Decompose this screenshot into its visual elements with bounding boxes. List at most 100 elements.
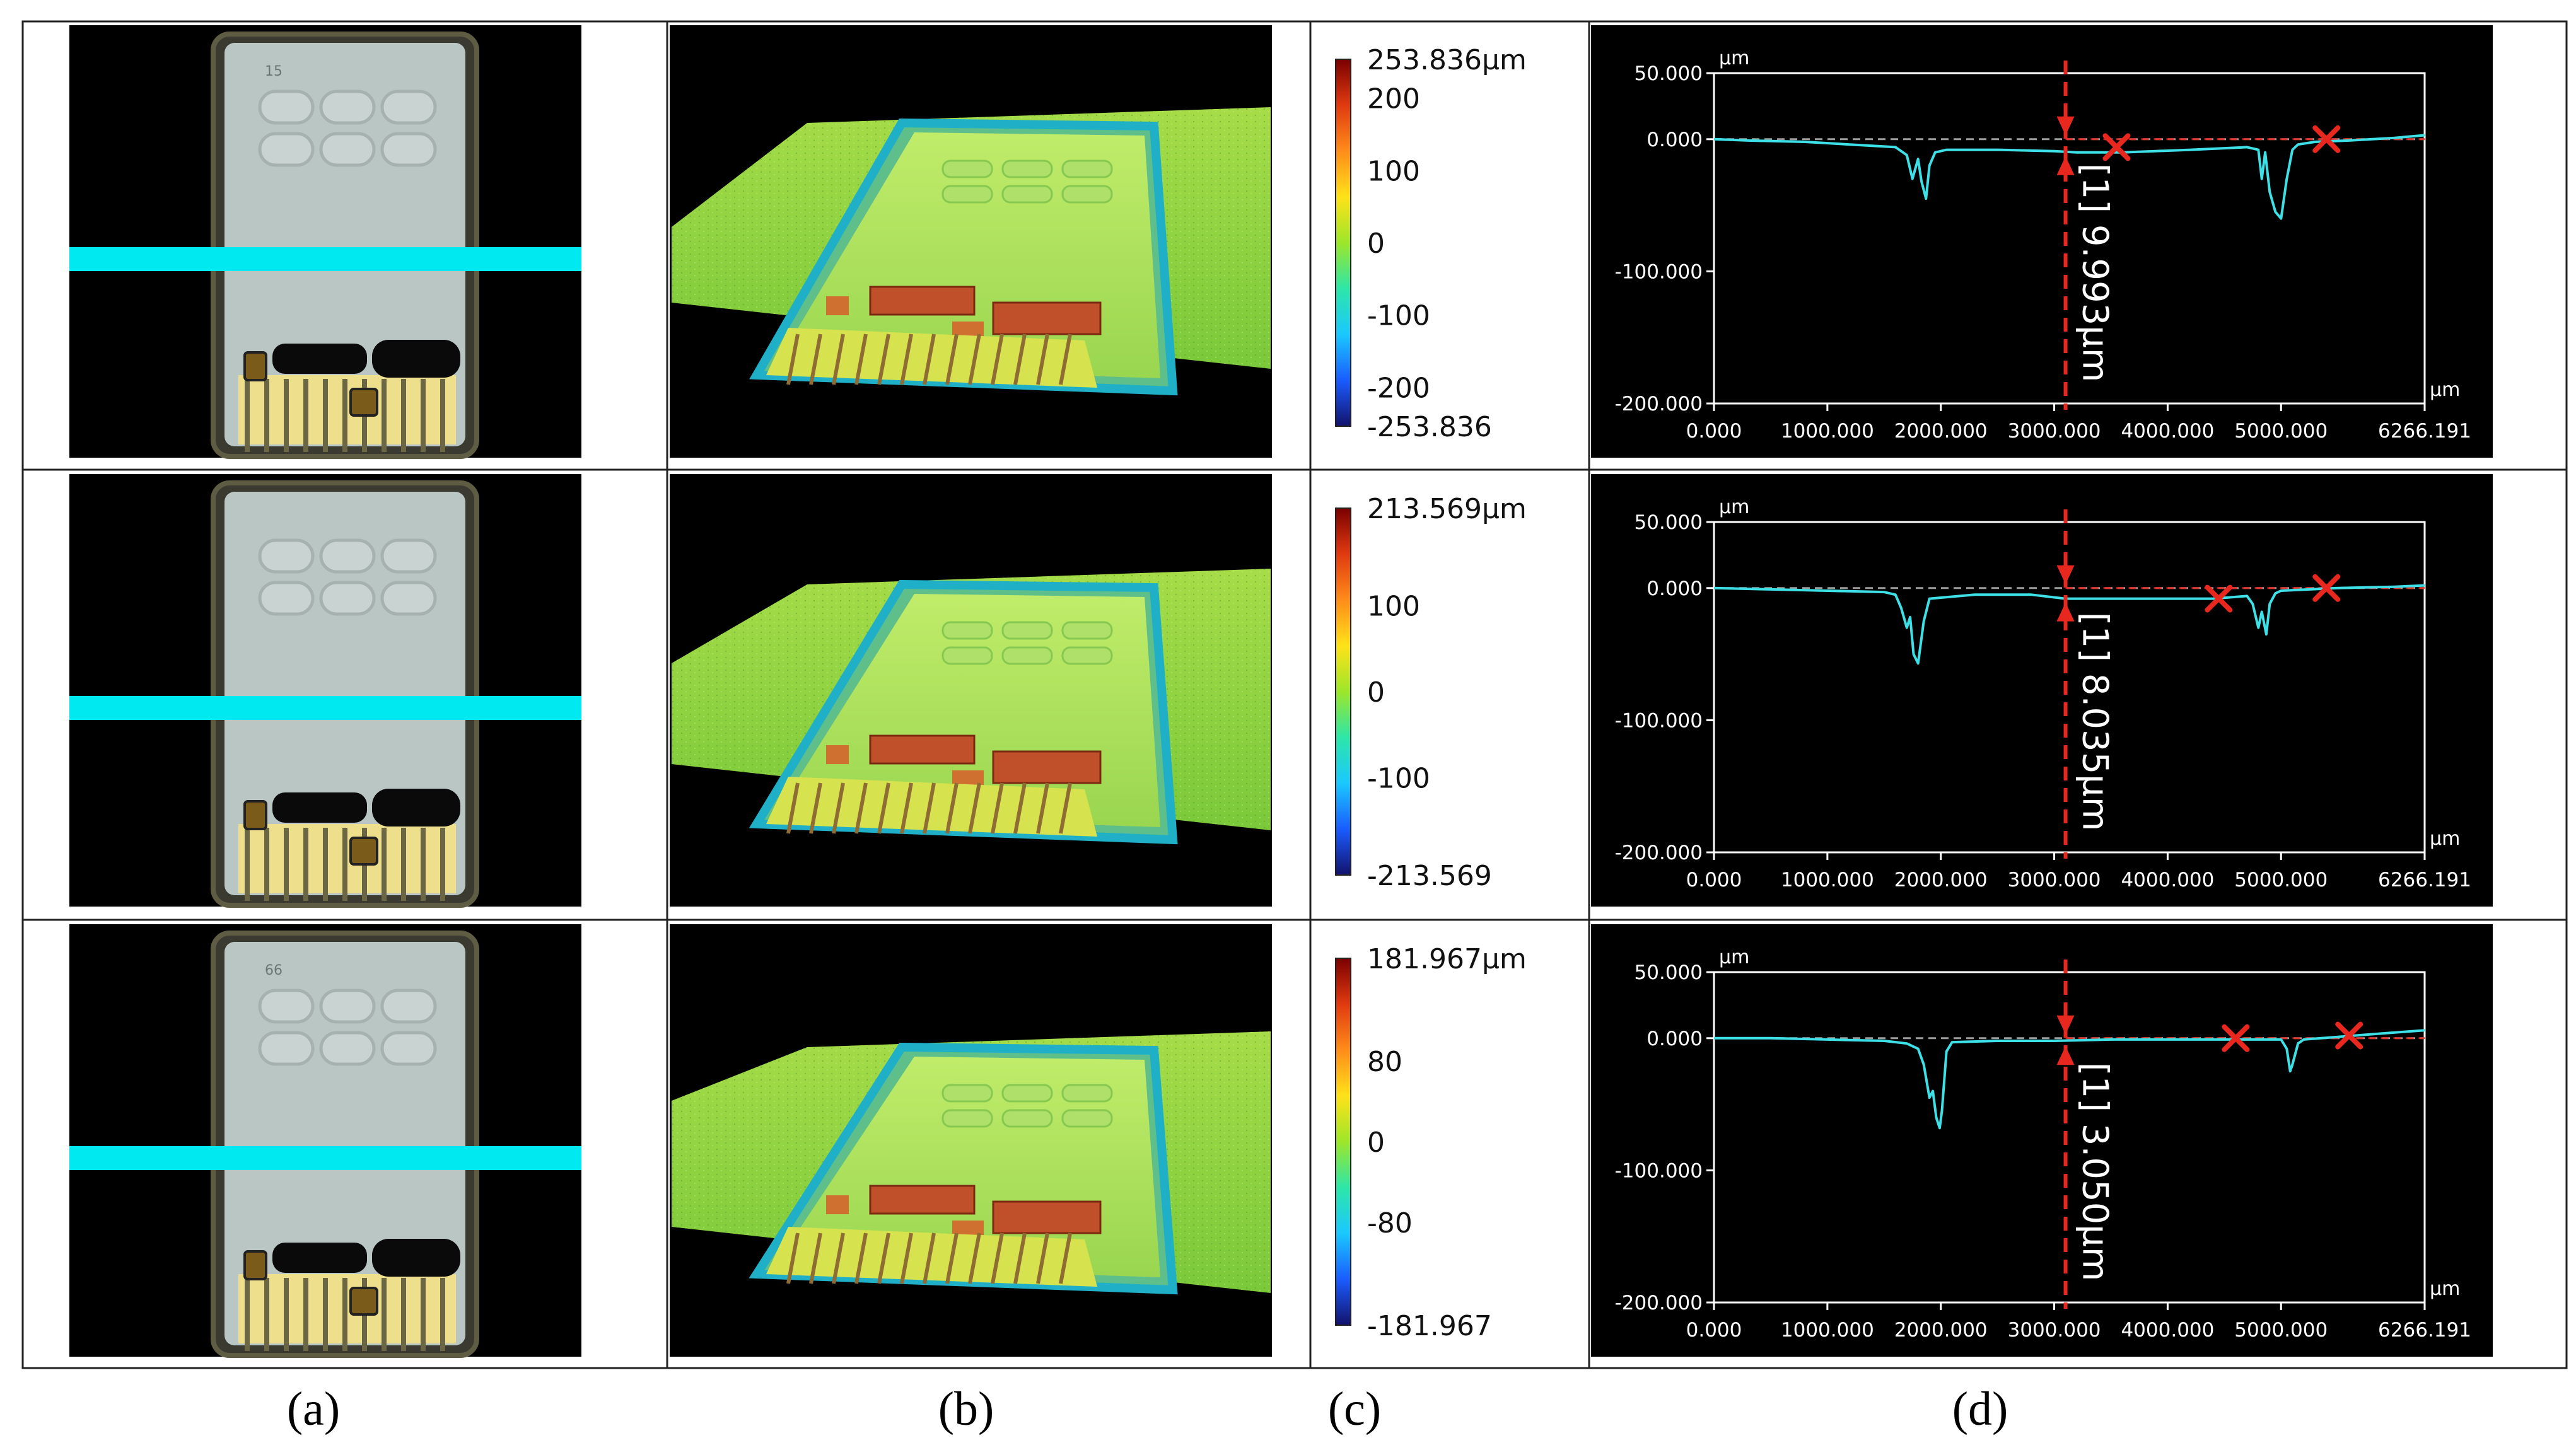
measurement-arrow-up bbox=[2056, 602, 2075, 622]
electrode-trace bbox=[264, 1278, 269, 1351]
y-tick-label: -200.000 bbox=[1615, 1292, 1703, 1314]
measurement-arrow-down bbox=[2056, 565, 2075, 584]
render-electrode-trace bbox=[877, 1232, 890, 1284]
render-electrode-trace bbox=[877, 334, 890, 385]
electrode-trace bbox=[421, 828, 426, 901]
render-electrode-trace bbox=[923, 334, 936, 385]
chip-well bbox=[319, 1031, 376, 1066]
render-electrode-trace bbox=[1036, 1232, 1049, 1284]
scan-line-bar bbox=[69, 247, 581, 271]
profile-background bbox=[1591, 474, 2493, 907]
render-electrode-trace bbox=[900, 334, 913, 385]
render-panel-row-2 bbox=[670, 474, 1272, 907]
render-well bbox=[1001, 185, 1053, 204]
render-electrode-trace bbox=[1013, 782, 1027, 834]
chip-well bbox=[258, 538, 315, 574]
render-electrode-trace bbox=[900, 1232, 913, 1284]
chip-well bbox=[319, 989, 376, 1024]
measurement-arrow-up bbox=[2056, 156, 2075, 175]
electrode-trace bbox=[342, 379, 347, 452]
y-tick-label: 0.000 bbox=[1646, 1028, 1703, 1050]
measurement-arrow-down bbox=[2056, 1015, 2075, 1035]
render-electrode-trace bbox=[786, 782, 800, 834]
render-panel-row-3 bbox=[670, 924, 1272, 1357]
electrode-trace bbox=[440, 1278, 445, 1351]
render-well bbox=[941, 1084, 993, 1103]
x-unit-label: µm bbox=[2430, 1278, 2460, 1300]
render-electrode-trace bbox=[968, 782, 981, 834]
electrode-trace bbox=[382, 1278, 387, 1351]
chip-well bbox=[258, 90, 315, 125]
render-electrode-area bbox=[766, 328, 1097, 388]
electrode-trace bbox=[284, 379, 289, 452]
component-left bbox=[243, 1250, 267, 1280]
electrode-trace bbox=[264, 828, 269, 901]
electrode-trace bbox=[303, 379, 308, 452]
x-tick-label: 6266.191 bbox=[2378, 420, 2471, 443]
colorbar-max-label: 253.836µm bbox=[1367, 44, 1527, 76]
y-unit-label: µm bbox=[1719, 496, 1749, 518]
measurement-label: [1] 8.035µm bbox=[2075, 612, 2116, 832]
y-unit-label: µm bbox=[1719, 47, 1749, 69]
y-tick-label: 0.000 bbox=[1646, 577, 1703, 600]
render-well bbox=[1061, 621, 1113, 640]
colorbar-tick-label: 100 bbox=[1367, 591, 1420, 623]
electrode-trace bbox=[245, 379, 250, 452]
profile-background bbox=[1591, 924, 2493, 1357]
raised-component bbox=[992, 750, 1102, 784]
render-electrode-trace bbox=[945, 1232, 959, 1284]
chip-well bbox=[380, 538, 437, 574]
cursor-x-marker bbox=[2312, 125, 2341, 153]
x-tick-label: 6266.191 bbox=[2378, 1319, 2471, 1342]
colorbar-tick-label: -100 bbox=[1367, 762, 1430, 794]
plot-frame bbox=[1713, 72, 2426, 405]
render-well bbox=[1061, 160, 1113, 178]
render-well bbox=[941, 185, 993, 204]
measurement-label: [1] 9.993µm bbox=[2075, 163, 2116, 383]
render-electrode-trace bbox=[832, 1232, 845, 1284]
render-well bbox=[941, 621, 993, 640]
render-electrode-area bbox=[766, 777, 1097, 837]
profile-chart-row-3: µm µm 50.000 0.000 -100.000 -200.000 0.000 1000… bbox=[1591, 924, 2493, 1357]
electrode-trace bbox=[245, 828, 250, 901]
solder-blob bbox=[272, 344, 367, 374]
render-well bbox=[1061, 1084, 1113, 1103]
raised-component bbox=[826, 745, 849, 764]
colorbar-tick-label: 200 bbox=[1367, 83, 1420, 115]
render-well bbox=[1001, 1084, 1053, 1103]
chip-well bbox=[258, 989, 315, 1024]
electrode-trace bbox=[284, 1278, 289, 1351]
colorbar-tick-label: 0 bbox=[1367, 228, 1385, 260]
render-well bbox=[1001, 1109, 1053, 1128]
x-tick-label: 5000.000 bbox=[2234, 1319, 2328, 1342]
electrode-trace bbox=[382, 379, 387, 452]
y-tick-label: 50.000 bbox=[1635, 961, 1703, 984]
electrode-trace bbox=[342, 828, 347, 901]
profile-chart-row-2: µm µm 50.000 0.000 -100.000 -200.000 0.000 1000… bbox=[1591, 474, 2493, 907]
chip-well bbox=[258, 581, 315, 616]
render-well bbox=[1061, 1109, 1113, 1128]
render-well bbox=[1001, 160, 1053, 178]
render-well bbox=[1001, 646, 1053, 665]
render-electrode-trace bbox=[1036, 782, 1049, 834]
x-tick-label: 1000.000 bbox=[1781, 1319, 1874, 1342]
colorbar-min-label: -181.967 bbox=[1367, 1310, 1492, 1342]
y-tick-label: -200.000 bbox=[1615, 842, 1703, 864]
chip-well bbox=[380, 132, 437, 167]
render-well bbox=[941, 160, 993, 178]
render-electrode-trace bbox=[1059, 334, 1072, 385]
electrode-trace bbox=[401, 1278, 406, 1351]
profile-series-line bbox=[1713, 134, 2425, 220]
render-electrode-trace bbox=[877, 782, 890, 834]
render-electrode-trace bbox=[1059, 782, 1072, 834]
x-tick-label: 3000.000 bbox=[2008, 869, 2101, 891]
caption-a: (a) bbox=[287, 1383, 340, 1436]
render-well bbox=[941, 1109, 993, 1128]
measurement-arrow-down bbox=[2056, 116, 2075, 136]
electrode-trace bbox=[382, 828, 387, 901]
render-electrode-trace bbox=[1059, 1232, 1072, 1284]
render-electrode-trace bbox=[809, 782, 822, 834]
x-tick-label: 2000.000 bbox=[1894, 420, 1988, 443]
